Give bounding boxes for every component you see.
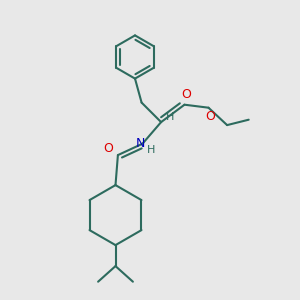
Text: O: O <box>205 110 214 123</box>
Text: O: O <box>103 142 113 155</box>
Text: H: H <box>166 112 174 122</box>
Text: O: O <box>181 88 191 101</box>
Text: H: H <box>147 145 156 155</box>
Text: N: N <box>135 136 145 150</box>
